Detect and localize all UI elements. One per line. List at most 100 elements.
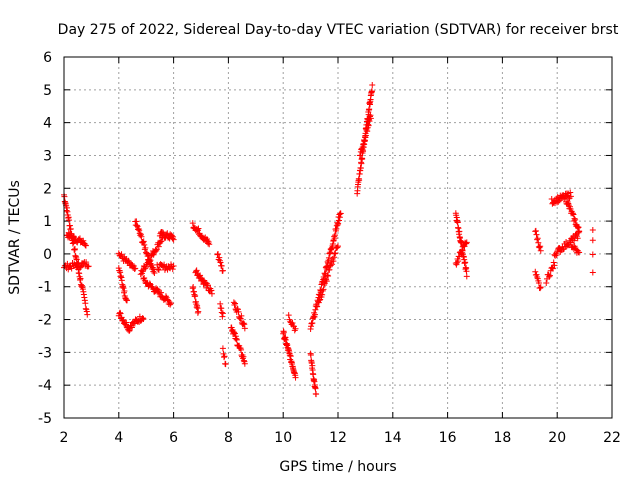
data-point xyxy=(314,303,321,310)
data-point xyxy=(155,243,162,250)
data-point xyxy=(219,310,226,317)
data-point xyxy=(128,324,135,331)
data-point xyxy=(139,268,146,275)
data-point xyxy=(532,268,539,275)
data-point xyxy=(77,264,84,271)
data-point xyxy=(155,266,162,273)
data-point xyxy=(217,259,224,266)
data-point xyxy=(78,263,85,270)
x-tick-label: 22 xyxy=(603,430,621,446)
data-point xyxy=(331,250,338,257)
data-point xyxy=(240,320,247,327)
data-point xyxy=(82,242,89,249)
data-point xyxy=(146,280,153,287)
data-point xyxy=(287,353,294,360)
data-point xyxy=(221,353,228,360)
data-point xyxy=(151,270,158,277)
data-point xyxy=(241,325,248,332)
data-point xyxy=(237,315,244,322)
data-point xyxy=(137,232,144,239)
data-point xyxy=(221,354,228,361)
data-point xyxy=(570,211,577,218)
data-point xyxy=(204,282,211,289)
data-point xyxy=(142,249,149,256)
data-point xyxy=(117,310,124,317)
data-point xyxy=(366,106,373,113)
data-point xyxy=(167,301,174,308)
y-tick-label: 2 xyxy=(43,181,52,197)
data-point xyxy=(546,272,553,279)
data-point xyxy=(332,250,339,257)
data-point xyxy=(532,228,539,235)
data-point xyxy=(543,280,550,287)
data-point xyxy=(231,330,238,337)
data-point xyxy=(238,346,245,353)
data-point xyxy=(67,225,74,232)
data-point xyxy=(231,301,238,308)
data-point xyxy=(215,251,222,258)
data-point xyxy=(168,232,175,239)
data-point xyxy=(208,290,215,297)
data-point xyxy=(147,257,154,264)
data-point xyxy=(241,360,248,367)
y-tick-label: -1 xyxy=(38,280,52,296)
data-point xyxy=(562,193,569,200)
data-point xyxy=(204,238,211,245)
data-point xyxy=(194,226,201,233)
y-tick-label: 6 xyxy=(43,50,52,66)
data-point xyxy=(546,273,553,280)
x-tick-label: 14 xyxy=(384,430,402,446)
data-point xyxy=(535,243,542,250)
data-point xyxy=(555,198,562,205)
data-point xyxy=(576,249,583,256)
y-tick-label: 0 xyxy=(43,247,52,263)
data-point xyxy=(325,272,332,279)
data-point xyxy=(335,217,342,224)
data-point xyxy=(327,262,334,269)
data-point xyxy=(140,238,147,245)
data-point xyxy=(326,266,333,273)
data-point xyxy=(456,228,463,235)
data-point xyxy=(462,259,469,266)
data-point xyxy=(335,220,342,227)
data-point xyxy=(362,132,369,139)
y-tick-label: 3 xyxy=(43,148,52,164)
data-point xyxy=(189,220,196,227)
y-tick-label: 5 xyxy=(43,83,52,99)
data-point xyxy=(365,122,372,129)
x-tick-label: 2 xyxy=(60,430,69,446)
x-tick-label: 20 xyxy=(548,430,566,446)
data-point xyxy=(142,244,149,251)
data-point xyxy=(537,284,544,291)
data-point xyxy=(463,273,470,280)
data-point xyxy=(167,300,174,307)
data-point xyxy=(141,275,148,282)
data-point xyxy=(125,257,132,264)
data-point xyxy=(120,316,127,323)
data-point xyxy=(195,308,202,315)
data-point xyxy=(359,155,366,162)
y-tick-label: -4 xyxy=(38,378,52,394)
data-point xyxy=(193,267,200,274)
data-point xyxy=(459,249,466,256)
x-tick-label: 18 xyxy=(493,430,511,446)
data-point xyxy=(337,210,344,217)
x-tick-label: 6 xyxy=(169,430,178,446)
data-point xyxy=(575,224,582,231)
data-point xyxy=(129,262,136,269)
data-point xyxy=(71,246,78,253)
data-point xyxy=(135,225,142,232)
data-point xyxy=(567,193,574,200)
data-point xyxy=(170,236,177,243)
data-point xyxy=(170,233,177,240)
data-point xyxy=(549,265,556,272)
data-point xyxy=(576,228,583,235)
data-point xyxy=(116,309,123,316)
data-point xyxy=(550,259,557,266)
data-point xyxy=(142,264,149,271)
data-point xyxy=(285,312,292,319)
data-point xyxy=(84,311,91,318)
data-point xyxy=(219,267,226,274)
